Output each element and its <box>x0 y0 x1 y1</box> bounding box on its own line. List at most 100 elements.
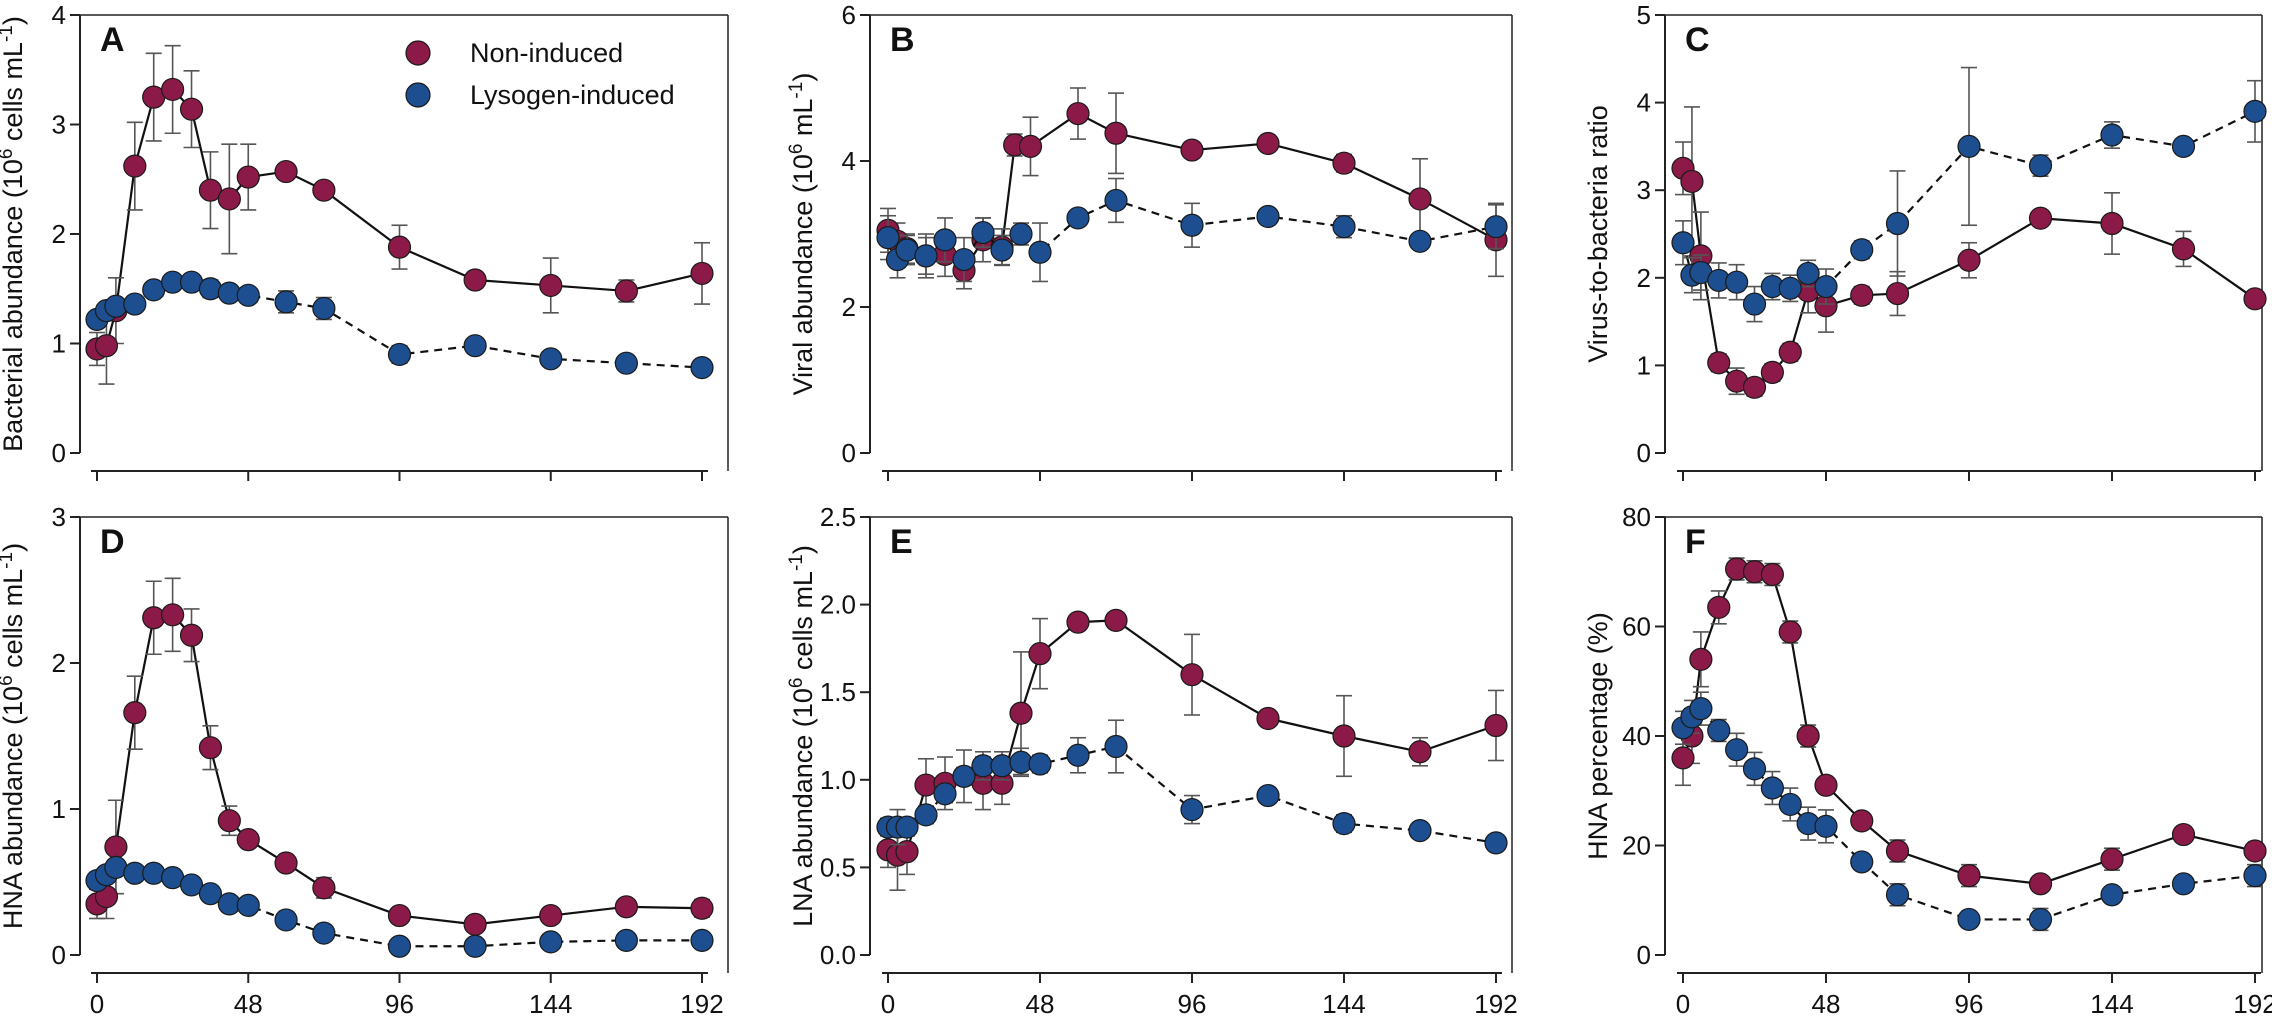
y-tick-label: 0 <box>1637 438 1651 468</box>
data-point <box>690 261 714 286</box>
y-axis-title-sup: 6 <box>0 149 17 160</box>
data-point <box>1850 238 1874 262</box>
data-point <box>312 296 336 321</box>
data-point <box>1018 134 1043 158</box>
data-point <box>236 893 260 917</box>
data-point <box>1066 610 1090 634</box>
data-point <box>2100 847 2124 871</box>
data-point <box>1332 724 1356 748</box>
series-non-induced <box>876 608 1508 891</box>
y-tick-label: 20 <box>1622 831 1651 861</box>
data-point <box>1689 697 1713 721</box>
data-point <box>933 782 957 806</box>
data-point <box>1180 138 1204 162</box>
y-tick-label: 80 <box>1622 502 1651 532</box>
y-axis-title-part: cells mL <box>0 42 28 149</box>
y-axis-title-part: cells mL <box>788 571 818 678</box>
panel-e: 0.0 0.5 1.0 1.5 2.0 2.5 0 48 96 144 192 LNA abundan… <box>786 502 1518 1019</box>
y-axis-title: Bacterial abundance (106 cells mL-1) <box>0 16 28 452</box>
y-axis-title: HNA abundance (106 cells mL-1) <box>0 543 28 929</box>
data-point <box>1760 562 1784 587</box>
data-point <box>1760 776 1784 800</box>
data-point <box>1814 773 1838 797</box>
data-point <box>1671 746 1695 770</box>
y-tick-label: 4 <box>1637 88 1651 118</box>
y-axis-title-part: Bacterial abundance (10 <box>0 159 28 452</box>
panel-label: B <box>890 21 915 59</box>
x-tick-label: 144 <box>1322 989 1365 1019</box>
legend-label: Non-induced <box>470 38 623 68</box>
data-point <box>274 290 298 314</box>
data-point <box>1180 797 1204 822</box>
series-non-induced <box>85 577 714 936</box>
data-point <box>198 178 223 202</box>
data-point <box>2243 99 2267 123</box>
data-point <box>1180 663 1204 687</box>
data-point <box>1796 724 1820 748</box>
y-axis-title: Viral abundance (106 mL-1) <box>786 73 819 396</box>
data-point <box>1066 101 1090 126</box>
legend: Non-induced Lysogen-induced <box>405 38 675 110</box>
data-point <box>104 835 128 859</box>
data-point <box>142 861 166 885</box>
y-tick-label: 4 <box>842 146 856 176</box>
data-point <box>1104 121 1128 145</box>
data-point <box>1104 188 1128 213</box>
legend-label: Lysogen-induced <box>470 80 675 110</box>
data-point <box>1104 608 1128 632</box>
y-axis-title-sup: -1 <box>786 554 807 571</box>
data-point <box>990 754 1014 778</box>
y-tick-label: 2 <box>842 292 856 322</box>
data-point <box>1850 809 1874 833</box>
data-point <box>614 279 638 303</box>
y-tick-label: 4 <box>52 0 66 30</box>
data-point <box>94 334 119 358</box>
series-lysogen-induced <box>876 719 1508 855</box>
y-tick-label: 60 <box>1622 612 1651 642</box>
y-axis-title: Virus-to-bacteria ratio <box>1583 105 1613 363</box>
data-point <box>1689 647 1713 671</box>
data-point <box>690 928 714 953</box>
data-point <box>274 908 298 932</box>
data-point <box>1408 819 1432 843</box>
x-tick-label: 0 <box>881 989 895 1019</box>
data-point <box>952 764 976 788</box>
data-point <box>387 903 412 928</box>
data-point <box>312 921 336 945</box>
y-axis-title: LNA abundance (106 cells mL-1) <box>786 545 819 927</box>
data-point <box>1009 222 1033 246</box>
data-point <box>1778 276 1802 300</box>
data-point <box>2171 872 2196 896</box>
data-point <box>312 876 336 900</box>
data-point <box>1332 151 1356 175</box>
data-point <box>161 603 185 627</box>
y-axis-title: HNA percentage (%) <box>1583 612 1613 860</box>
panel-label: F <box>1685 523 1706 561</box>
data-point <box>614 895 638 919</box>
series-line <box>96 88 703 351</box>
data-point <box>387 934 412 958</box>
x-tick-label: 96 <box>385 989 414 1019</box>
panel-label: E <box>890 523 913 561</box>
data-point <box>1408 229 1432 253</box>
data-point <box>236 165 260 189</box>
y-tick-label: 5 <box>1637 0 1651 30</box>
y-axis-title-part: Viral abundance (10 <box>788 154 818 395</box>
data-point <box>236 828 260 852</box>
x-tick-label: 0 <box>1676 989 1690 1019</box>
data-point <box>1332 215 1356 239</box>
data-point <box>123 154 147 178</box>
data-point <box>1671 231 1695 255</box>
data-point <box>217 809 241 833</box>
data-point <box>1885 211 1910 236</box>
y-axis-title-part: ) <box>788 545 818 554</box>
data-point <box>1957 907 1981 932</box>
y-axis-title-sup: -1 <box>0 25 17 42</box>
x-tick-label: 192 <box>680 989 723 1019</box>
data-point <box>1066 206 1090 230</box>
x-tick-label: 48 <box>234 989 263 1019</box>
y-axis-title-part: LNA abundance (10 <box>788 688 818 927</box>
